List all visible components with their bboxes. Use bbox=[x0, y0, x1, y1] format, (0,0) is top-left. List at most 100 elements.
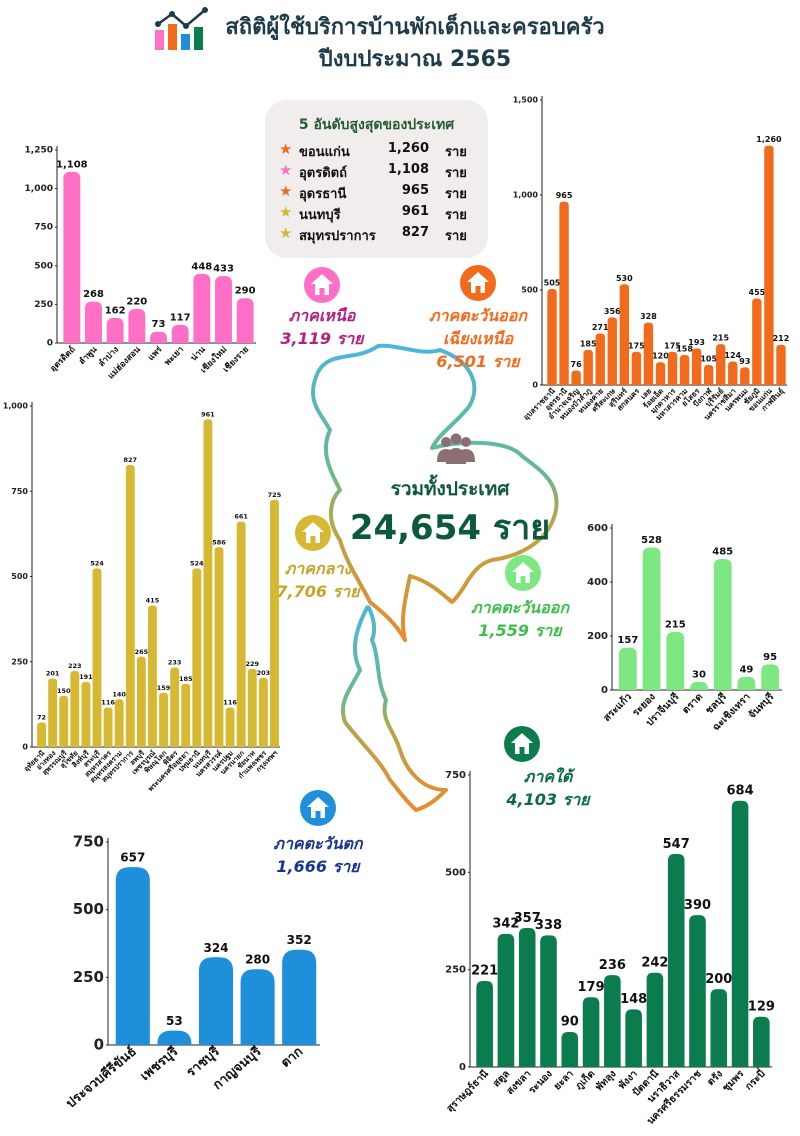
y-tick-label: 500 bbox=[73, 900, 104, 918]
province: สมุทรปราการ bbox=[299, 229, 376, 244]
value-label: 684 bbox=[727, 783, 754, 798]
value-label: 1,260 bbox=[756, 135, 782, 144]
bar bbox=[85, 301, 102, 343]
bar bbox=[713, 559, 732, 690]
icon-house bbox=[512, 562, 534, 583]
value-label: 193 bbox=[688, 338, 705, 347]
value-label: 159 bbox=[157, 684, 171, 692]
star-icon: ★ bbox=[279, 224, 293, 242]
value-label: 185 bbox=[580, 339, 597, 348]
y-tick-label: 200 bbox=[587, 631, 608, 642]
value-label: 390 bbox=[684, 898, 711, 913]
bar-chart: 05001,0001,500505อุบลราชธานี965อุดรธานี7… bbox=[513, 96, 790, 423]
x-tick-label: อุตรดิตถ์ bbox=[48, 344, 78, 374]
bar bbox=[215, 276, 232, 343]
value-label: 95 bbox=[763, 652, 777, 663]
bar bbox=[192, 568, 202, 747]
y-tick-label: 500 bbox=[11, 572, 28, 581]
bar bbox=[655, 362, 666, 385]
value-label: 961 bbox=[201, 410, 215, 418]
star-icon: ★ bbox=[279, 203, 293, 221]
bar bbox=[716, 344, 726, 385]
value-label: 524 bbox=[90, 559, 104, 567]
y-tick-label: 250 bbox=[73, 968, 104, 986]
region-icon bbox=[295, 515, 331, 551]
value-label: 229 bbox=[245, 660, 259, 668]
bar bbox=[703, 365, 714, 385]
bar bbox=[270, 499, 279, 747]
y-tick-label: 0 bbox=[459, 1062, 466, 1073]
title-block: สถิติผู้ใช้บริการบ้านพักเด็กและครอบครัว … bbox=[200, 12, 630, 76]
value-label: 72 bbox=[37, 714, 46, 722]
x-tick-label: ลำพูน bbox=[76, 344, 99, 367]
province: อุดรธานี bbox=[299, 187, 347, 202]
value-label: 524 bbox=[190, 559, 204, 567]
bar bbox=[619, 284, 630, 385]
people-icon bbox=[437, 433, 475, 464]
bar bbox=[157, 1030, 192, 1045]
region-icon bbox=[300, 790, 336, 826]
ranking-row: ★ สมุทรปราการ 827 ราย bbox=[279, 224, 479, 245]
value-label: 547 bbox=[663, 837, 690, 852]
region-icon bbox=[460, 265, 496, 301]
icon-house bbox=[307, 797, 329, 818]
bar bbox=[547, 289, 557, 385]
region-total: 4,103 ราย bbox=[506, 790, 590, 809]
value-label: 528 bbox=[641, 535, 662, 546]
y-tick-label: 500 bbox=[34, 261, 53, 271]
y-tick-label: 250 bbox=[11, 657, 28, 666]
region-total: 6,501 ราย bbox=[436, 352, 520, 371]
region-label: ภาคใต้ 4,103 ราย bbox=[473, 765, 623, 811]
province: อุตรดิตถ์ bbox=[299, 166, 347, 181]
bar bbox=[497, 933, 515, 1067]
bar bbox=[679, 354, 690, 385]
y-tick-label: 0 bbox=[94, 1036, 104, 1054]
bar bbox=[667, 854, 685, 1067]
y-tick-label: 1,000 bbox=[513, 191, 539, 200]
value-label: 203 bbox=[257, 669, 271, 677]
value-label: 150 bbox=[57, 687, 71, 695]
title-icon bbox=[155, 7, 208, 50]
value-label: 179 bbox=[578, 980, 605, 995]
unit: ราย bbox=[445, 145, 467, 160]
bar bbox=[646, 972, 664, 1067]
bar bbox=[48, 678, 58, 747]
region-total: 1,559 ราย bbox=[478, 621, 562, 640]
value-label: 175 bbox=[628, 341, 645, 350]
total-value: 24,654 ราย bbox=[349, 508, 551, 548]
x-tick-label: กระบี่ bbox=[741, 1066, 767, 1092]
region-label: ภาคเหนือ 3,119 ราย bbox=[247, 304, 397, 350]
value-label: 586 bbox=[212, 538, 226, 546]
icon-door bbox=[315, 811, 321, 818]
x-tick-label: ระนอง bbox=[527, 1068, 555, 1096]
y-tick-label: 1,000 bbox=[3, 402, 29, 411]
region-name: ภาคตะวันตก bbox=[273, 834, 363, 853]
region-label: ภาคตะวันออก 1,559 ราย bbox=[445, 596, 595, 642]
bar bbox=[106, 317, 124, 343]
y-tick-label: 750 bbox=[11, 487, 28, 496]
icon-door bbox=[519, 747, 525, 754]
value-label: 221 bbox=[471, 964, 498, 979]
bar bbox=[70, 670, 80, 747]
y-tick-label: 1,500 bbox=[513, 96, 539, 105]
value-label: 53 bbox=[166, 1014, 183, 1028]
value-label: 158 bbox=[676, 344, 693, 353]
value-label: 129 bbox=[748, 1000, 775, 1015]
unit: ราย bbox=[445, 208, 467, 223]
value-label: 73 bbox=[152, 319, 166, 330]
thailand-map bbox=[311, 343, 559, 812]
bar bbox=[203, 419, 213, 747]
bar bbox=[571, 370, 581, 385]
value-label: 215 bbox=[712, 334, 729, 343]
value-label: 342 bbox=[492, 917, 519, 932]
count: 1,108 bbox=[387, 162, 429, 177]
region-total: 1,666 ราย bbox=[276, 857, 360, 876]
bar bbox=[761, 664, 780, 690]
value-label: 290 bbox=[235, 286, 256, 297]
x-tick-label: จันทบุรี bbox=[746, 690, 777, 721]
x-tick-label: ตราด bbox=[681, 691, 706, 716]
value-label: 223 bbox=[68, 662, 82, 670]
bar bbox=[225, 707, 235, 747]
value-label: 268 bbox=[83, 289, 104, 300]
bar bbox=[170, 667, 180, 747]
